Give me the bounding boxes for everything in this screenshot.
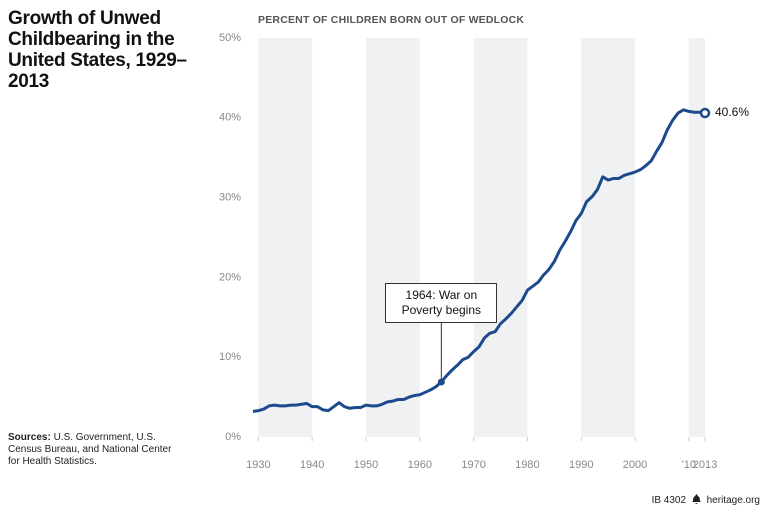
bell-icon (691, 494, 701, 504)
band (366, 38, 420, 437)
source-text: U.S. Government, U.S. Census Bureau, and… (8, 432, 172, 467)
x-tick-label: 1930 (246, 459, 270, 471)
x-tick-label: 1990 (569, 459, 593, 471)
annotation-point (437, 378, 445, 386)
band (473, 38, 528, 437)
x-tick-label: 1960 (408, 459, 432, 471)
y-axis-label: PERCENT OF CHILDREN BORN OUT OF WEDLOCK (258, 14, 524, 26)
end-point (699, 107, 711, 119)
x-tick-label: '10 (682, 459, 696, 471)
band (258, 38, 313, 437)
annotation: 1964: War on Poverty begins (385, 283, 498, 323)
footer: IB 4302 heritage.org (652, 494, 760, 506)
x-tick-label: 1970 (461, 459, 485, 471)
y-tick-label: 10% (219, 351, 241, 363)
x-tick-label: 1950 (354, 459, 378, 471)
x-tick-label: 1940 (300, 459, 324, 471)
x-tick-label: 1980 (515, 459, 539, 471)
y-tick-label: 0% (225, 431, 241, 443)
line (252, 108, 706, 413)
band (688, 38, 705, 437)
y-tick-label: 40% (219, 112, 241, 124)
y-tick-label: 30% (219, 192, 241, 204)
value-label: 40.6% (715, 105, 749, 119)
band (581, 38, 636, 437)
chart-title: Growth of Unwed Childbearing in the Unit… (8, 8, 187, 92)
y-tick-label: 50% (219, 32, 241, 44)
footer-id: IB 4302 (651, 495, 687, 506)
x-tick-label: 2000 (623, 459, 647, 471)
source-label: Sources: (8, 432, 51, 443)
source: Sources: U.S. Government, U.S. Census Bu… (8, 432, 178, 468)
footer-site: heritage.org (706, 495, 760, 506)
y-tick-label: 20% (219, 271, 241, 283)
x-tick-label: 2013 (693, 459, 717, 471)
